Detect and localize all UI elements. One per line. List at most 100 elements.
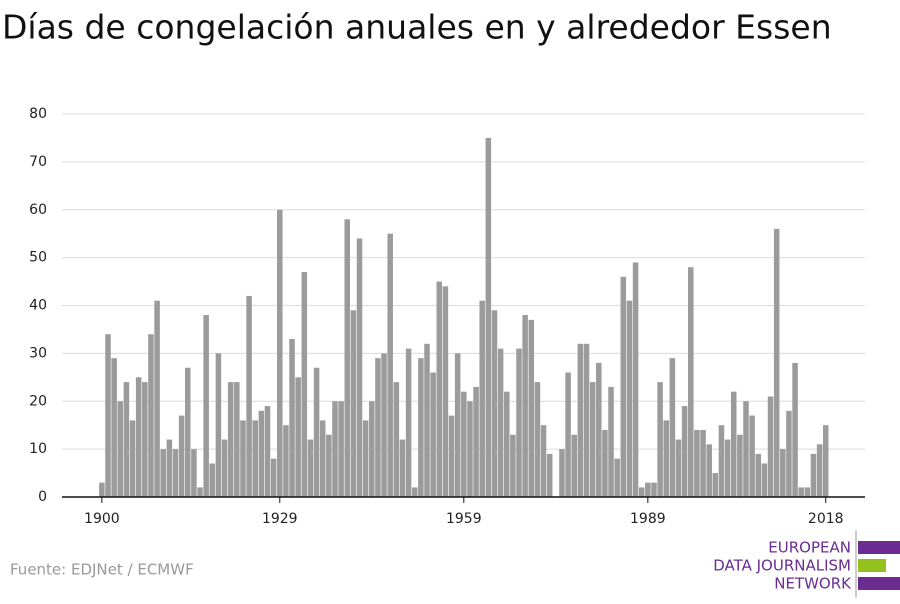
y-tick-label: 50 [29,250,47,266]
bar [369,401,375,497]
bar [142,382,148,497]
bar [344,219,351,497]
logo-text: NETWORK [774,575,852,593]
bar [209,463,216,497]
bar [657,382,663,497]
bar [528,319,535,497]
logo-text: EUROPEAN [768,539,851,557]
y-tick-label: 0 [38,489,47,505]
bar [485,137,492,497]
y-tick-label: 60 [29,202,47,218]
bar [596,362,602,497]
bar [786,410,792,497]
bar [473,386,479,497]
bar [283,425,289,497]
bar [356,238,363,497]
bar [332,401,338,497]
bar [565,372,571,497]
bar [804,487,811,497]
bar [393,382,400,497]
bar [675,439,682,497]
bar [626,300,633,497]
bar [424,343,430,497]
bar [510,434,516,497]
bar [191,449,197,497]
bar [270,458,277,497]
bar [234,382,240,497]
bar [227,382,234,497]
bar [491,310,498,497]
bar [381,353,387,497]
bar [295,377,301,497]
bar [436,281,443,497]
bar [767,396,774,497]
bar [258,410,265,497]
bar [516,348,522,497]
bar [467,401,473,497]
bar [264,406,271,497]
bar [534,382,541,497]
bar [111,358,117,497]
bar [277,209,283,497]
bar [129,420,136,497]
logo-bar [858,577,900,590]
bar [632,262,639,497]
bar [638,487,645,497]
bar [246,295,252,497]
logo-bar [858,559,886,572]
bar [743,401,749,497]
bar [362,420,369,497]
bar [620,276,627,497]
bar [822,425,829,497]
bar [178,415,185,497]
bar [669,358,676,497]
bar [694,429,700,497]
bar [135,377,142,497]
bar [559,449,565,497]
bar [197,487,203,497]
bar [375,358,381,497]
bar [399,439,406,497]
bar [724,439,731,497]
bar [479,300,485,497]
y-tick-label: 40 [29,298,47,314]
bar [681,406,688,497]
bar [454,353,461,497]
bar [166,439,173,497]
x-tick-label: 1959 [446,511,482,527]
bar [614,458,620,497]
bar [773,228,780,497]
y-tick-label: 30 [29,345,47,361]
bar [430,372,436,497]
bar [522,315,528,497]
y-tick-label: 70 [29,154,47,170]
bar [503,391,510,497]
x-tick-label: 2018 [808,511,844,527]
y-tick-label: 80 [29,106,47,122]
bar [105,334,111,497]
bar [497,348,504,497]
bar [583,343,590,497]
source: Fuente: EDJNet / ECMWF [10,561,194,579]
bar [289,339,295,497]
x-tick-label: 1989 [630,511,666,527]
bar [780,449,786,497]
logo-bar [858,541,900,554]
bar [608,386,614,497]
bar [405,348,412,497]
bar [589,382,596,497]
bar [221,439,228,497]
bar [730,391,737,497]
bar [688,267,694,497]
bar [749,415,755,497]
bar [411,487,418,497]
bar [755,453,762,497]
y-tick-label: 20 [29,393,47,409]
bar [160,449,166,497]
bar [313,367,320,497]
logo-text: DATA JOURNALISM [713,557,851,575]
bar [301,271,308,497]
bar [461,391,467,497]
